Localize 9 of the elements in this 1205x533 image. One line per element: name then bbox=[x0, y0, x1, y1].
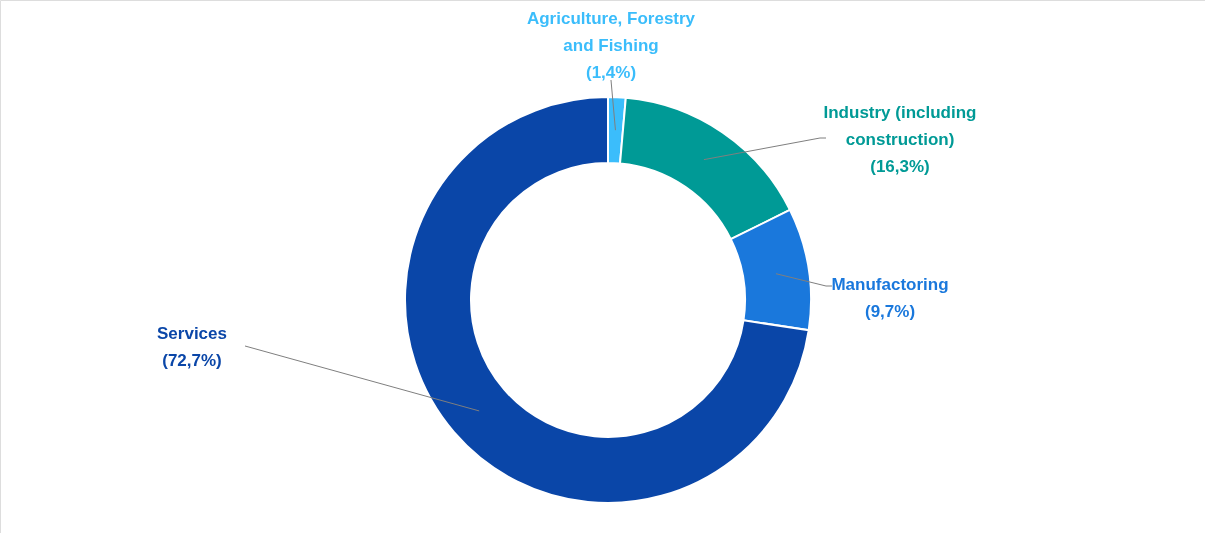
data-label: (1,4%) bbox=[585, 63, 637, 82]
data-label: (9,7%) bbox=[864, 302, 916, 321]
slice-label: Agriculture, Forestry and Fishing bbox=[526, 9, 696, 55]
data-label: (72,7%) bbox=[162, 351, 222, 370]
slice-label: Manufactoring bbox=[831, 275, 949, 294]
donut-slice bbox=[404, 96, 810, 504]
slice-label: Industry (including construction) bbox=[823, 103, 977, 149]
data-label: (16,3%) bbox=[870, 157, 930, 176]
slice-label: Services bbox=[157, 324, 227, 343]
